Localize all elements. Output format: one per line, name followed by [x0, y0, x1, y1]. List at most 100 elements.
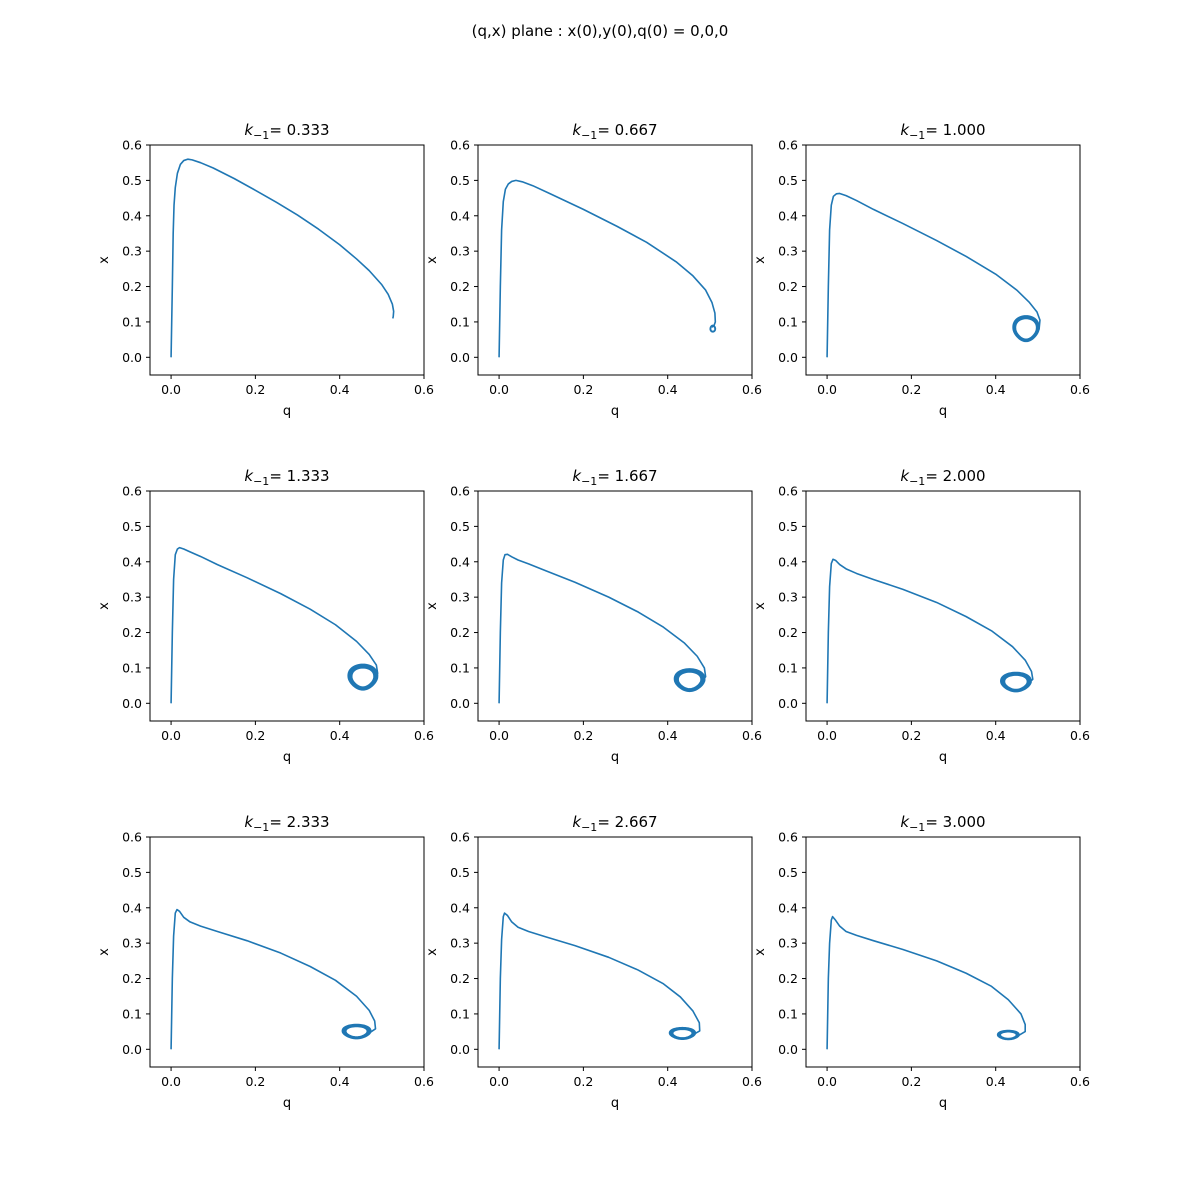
- subplot-title: k−1= 1.667: [572, 467, 657, 488]
- y-tick-label: 0.1: [778, 1006, 798, 1021]
- y-tick-label: 0.3: [450, 590, 470, 605]
- trajectory-line: [170, 158, 395, 358]
- title-value: = 2.333: [269, 813, 329, 831]
- y-tick-label: 0.0: [450, 1042, 470, 1057]
- x-axis-label: q: [939, 750, 947, 765]
- subplot-2: k−1= 0.667 0.0 0.2 0.4 0.6 0.0 0.1 0.2 0.3 0.4 0.5…: [425, 121, 762, 419]
- title-value: = 2.667: [597, 813, 657, 831]
- trajectory-line: [826, 915, 1026, 1050]
- x-tick-label: 0.2: [573, 1074, 593, 1089]
- y-tick-label: 0.3: [778, 590, 798, 605]
- y-tick-label: 0.2: [122, 279, 142, 294]
- x-tick-label: 0.4: [986, 728, 1006, 743]
- y-tick-label: 0.6: [450, 138, 470, 153]
- title-value: = 1.667: [597, 467, 657, 485]
- y-tick-label: 0.4: [122, 554, 142, 569]
- title-symbol: k: [572, 813, 582, 831]
- x-tick-label: 0.0: [489, 1074, 509, 1089]
- y-tick-label: 0.0: [122, 350, 142, 365]
- title-value: = 1.333: [269, 467, 329, 485]
- subplot-title: k−1= 0.667: [572, 121, 657, 142]
- axes-frame: [149, 144, 425, 376]
- y-tick-label: 0.0: [450, 350, 470, 365]
- y-tick-label: 0.5: [122, 865, 142, 880]
- x-tick-label: 0.2: [245, 1074, 265, 1089]
- x-tick-label: 0.0: [489, 382, 509, 397]
- y-tick-label: 0.2: [450, 971, 470, 986]
- y-axis-label: x: [97, 948, 112, 956]
- x-tick-label: 0.4: [658, 382, 678, 397]
- y-tick-label: 0.4: [778, 554, 798, 569]
- y-tick-label: 0.3: [778, 936, 798, 951]
- axes-frame: [805, 836, 1081, 1068]
- y-tick-label: 0.4: [122, 900, 142, 915]
- y-tick-label: 0.5: [450, 519, 470, 534]
- x-tick-label: 0.4: [330, 382, 350, 397]
- title-symbol: k: [572, 121, 582, 139]
- x-tick-label: 0.4: [986, 1074, 1006, 1089]
- y-tick-label: 0.6: [778, 484, 798, 499]
- y-tick-label: 0.2: [778, 971, 798, 986]
- subplot-3: k−1= 1.000 0.0 0.2 0.4 0.6 0.0 0.1 0.2 0.3 0.4 0.5…: [753, 121, 1090, 419]
- subplot-title: k−1= 1.000: [900, 121, 985, 142]
- y-tick-label: 0.6: [122, 138, 142, 153]
- x-tick-label: 0.4: [658, 728, 678, 743]
- x-tick-label: 0.6: [742, 382, 762, 397]
- x-axis-label: q: [283, 750, 291, 765]
- x-axis-label: q: [939, 1096, 947, 1111]
- y-axis-label: x: [425, 602, 440, 610]
- x-axis-label: q: [283, 404, 291, 419]
- x-tick-label: 0.2: [245, 728, 265, 743]
- y-tick-label: 0.1: [450, 1006, 470, 1021]
- y-axis-label: x: [425, 948, 440, 956]
- x-tick-label: 0.0: [161, 1074, 181, 1089]
- figure-suptitle: (q,x) plane : x(0),y(0),q(0) = 0,0,0: [472, 22, 729, 40]
- limit-cycle-loop: [347, 663, 379, 691]
- title-symbol: k: [900, 467, 910, 485]
- y-axis-label: x: [97, 256, 112, 264]
- y-tick-label: 0.4: [450, 900, 470, 915]
- title-value: = 3.000: [925, 813, 985, 831]
- y-tick-label: 0.5: [450, 865, 470, 880]
- limit-cycle-loop: [668, 1026, 697, 1040]
- axes-frame: [477, 144, 753, 376]
- x-axis-label: q: [611, 750, 619, 765]
- x-tick-label: 0.4: [658, 1074, 678, 1089]
- title-value: = 0.667: [597, 121, 657, 139]
- subplot-title: k−1= 2.667: [572, 813, 657, 834]
- y-tick-label: 0.6: [450, 484, 470, 499]
- trajectory-line: [170, 908, 377, 1050]
- title-symbol: k: [244, 121, 254, 139]
- y-axis-label: x: [753, 256, 768, 264]
- y-tick-label: 0.3: [122, 936, 142, 951]
- subplot-1: k−1= 0.333 0.0 0.2 0.4 0.6 0.0 0.1 0.2 0.3 0.4 0.5…: [97, 121, 434, 419]
- subplot-8: k−1= 2.667 0.0 0.2 0.4 0.6 0.0 0.1 0.2 0.3 0.4 0.5…: [425, 813, 762, 1111]
- trajectory-line: [826, 558, 1034, 704]
- x-tick-label: 0.6: [742, 1074, 762, 1089]
- y-tick-label: 0.4: [778, 900, 798, 915]
- subplot-title: k−1= 3.000: [900, 813, 985, 834]
- title-subscript: −1: [253, 475, 269, 488]
- y-tick-label: 0.3: [778, 244, 798, 259]
- title-symbol: k: [572, 467, 582, 485]
- y-axis-label: x: [753, 602, 768, 610]
- subplot-title: k−1= 2.000: [900, 467, 985, 488]
- y-tick-label: 0.6: [450, 830, 470, 845]
- y-tick-label: 0.1: [122, 1006, 142, 1021]
- y-tick-label: 0.5: [778, 173, 798, 188]
- x-tick-label: 0.6: [742, 728, 762, 743]
- title-value: = 0.333: [269, 121, 329, 139]
- y-tick-label: 0.0: [122, 1042, 142, 1057]
- y-tick-label: 0.6: [778, 138, 798, 153]
- x-tick-label: 0.4: [986, 382, 1006, 397]
- x-tick-label: 0.6: [1070, 728, 1090, 743]
- x-axis-label: q: [939, 404, 947, 419]
- x-tick-label: 0.2: [573, 382, 593, 397]
- x-tick-label: 0.0: [817, 382, 837, 397]
- x-tick-label: 0.2: [245, 382, 265, 397]
- y-tick-label: 0.1: [450, 660, 470, 675]
- axes-frame: [149, 490, 425, 722]
- x-tick-label: 0.2: [573, 728, 593, 743]
- axes-frame: [149, 836, 425, 1068]
